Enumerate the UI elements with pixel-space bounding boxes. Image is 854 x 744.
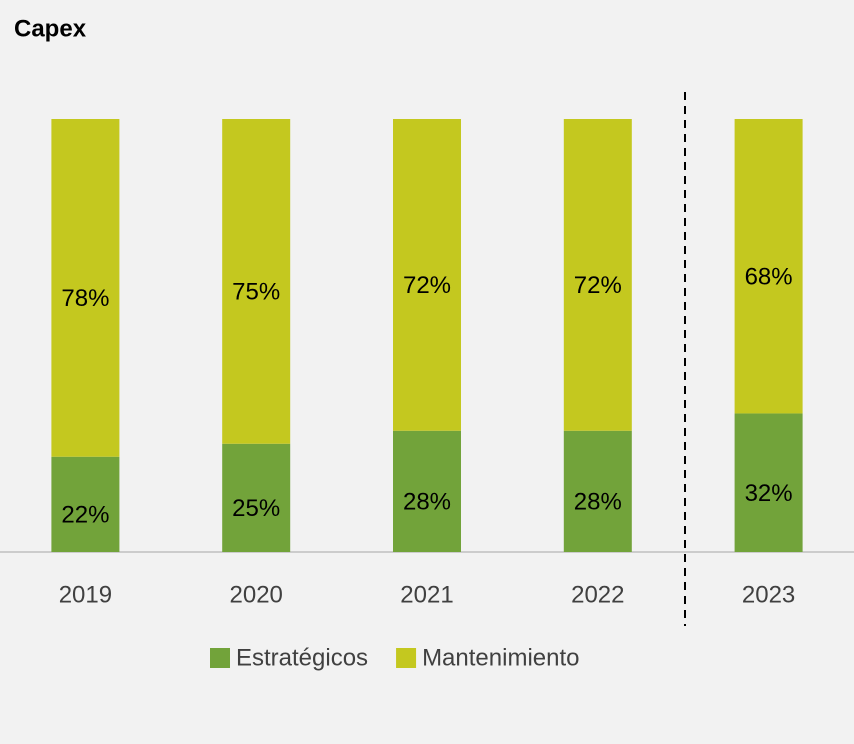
bar-segment <box>563 430 632 552</box>
bar-segment <box>563 119 632 431</box>
bar-segment <box>393 119 461 431</box>
data-label: 28% <box>574 489 622 516</box>
x-tick-label: 2021 <box>400 581 453 608</box>
chart-title: Capex <box>14 15 87 42</box>
x-tick-label: 2023 <box>742 581 795 608</box>
legend-swatch <box>396 648 417 668</box>
legend-label: Estratégicos <box>236 644 368 671</box>
data-label: 68% <box>745 264 793 291</box>
bar-segment <box>51 119 120 457</box>
legend-label: Mantenimiento <box>422 644 579 671</box>
bar-segment <box>734 119 803 414</box>
data-label: 75% <box>232 279 280 306</box>
bar-segment <box>222 119 291 444</box>
x-tick-label: 2020 <box>230 581 283 608</box>
bar-segment <box>393 430 461 552</box>
data-label: 72% <box>574 272 622 299</box>
data-label: 28% <box>403 489 451 516</box>
x-tick-label: 2022 <box>571 581 624 608</box>
data-label: 22% <box>61 502 109 529</box>
bar-segment <box>51 456 120 552</box>
bar-segment <box>734 413 803 552</box>
data-label: 25% <box>232 495 280 522</box>
bar-segment <box>222 443 291 552</box>
x-tick-label: 2019 <box>59 581 112 608</box>
data-label: 32% <box>745 480 793 507</box>
data-label: 72% <box>403 272 451 299</box>
data-label: 78% <box>61 285 109 312</box>
legend-swatch <box>210 648 230 668</box>
